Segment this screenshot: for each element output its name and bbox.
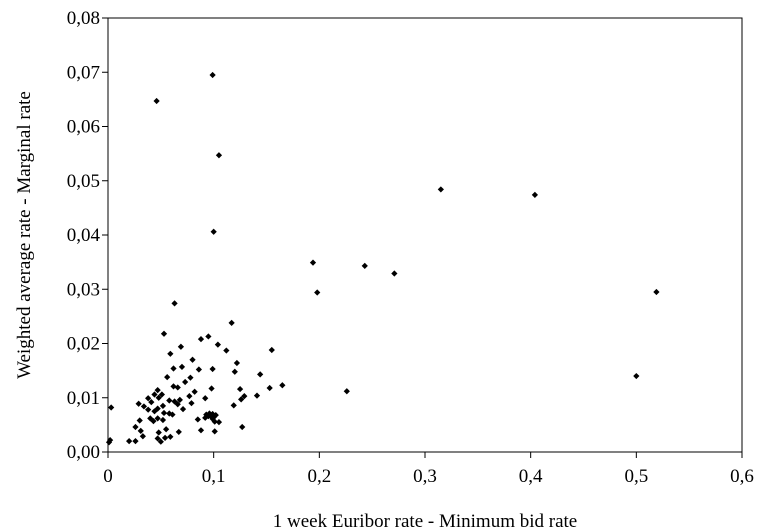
- data-point: [268, 346, 275, 354]
- data-point: [236, 385, 244, 393]
- data-point: [159, 402, 167, 409]
- data-point: [140, 403, 148, 410]
- x-axis-title: 1 week Euribor rate - Minimum bid rate: [273, 511, 577, 532]
- data-point: [214, 341, 222, 348]
- data-point: [178, 363, 186, 370]
- x-tick-label: 0,4: [519, 466, 543, 487]
- data-point: [145, 406, 152, 413]
- axes: [107, 17, 743, 453]
- data-point: [170, 383, 177, 390]
- data-point: [151, 391, 158, 398]
- data-point: [167, 433, 174, 440]
- data-point: [231, 368, 238, 375]
- data-point: [154, 387, 161, 394]
- data-point: [139, 433, 146, 440]
- y-axis-title: Weighted average rate - Marginal rate: [14, 91, 35, 379]
- data-point: [155, 429, 162, 436]
- data-point: [189, 356, 196, 363]
- data-point: [132, 423, 139, 431]
- data-point: [257, 371, 264, 378]
- data-point: [135, 400, 142, 407]
- data-point: [215, 419, 223, 426]
- data-point: [209, 71, 216, 79]
- data-point: [108, 404, 115, 411]
- y-tick-label: 0,05: [67, 171, 100, 192]
- y-tick-label: 0,03: [67, 279, 100, 300]
- data-point: [132, 438, 139, 445]
- data-point: [205, 333, 212, 340]
- data-point: [391, 270, 398, 277]
- data-point: [653, 288, 660, 296]
- data-point: [159, 416, 167, 424]
- data-point: [194, 416, 201, 423]
- data-point: [187, 374, 194, 381]
- y-tick-label: 0,02: [67, 334, 100, 355]
- data-point: [309, 259, 317, 266]
- data-point: [174, 401, 181, 408]
- data-point: [223, 347, 230, 354]
- data-point: [175, 428, 182, 436]
- data-point: [191, 388, 198, 395]
- data-point: [188, 400, 195, 407]
- data-point: [177, 343, 185, 350]
- data-point: [197, 336, 205, 343]
- y-tick-label: 0,08: [67, 8, 100, 29]
- data-point: [166, 397, 173, 404]
- data-point: [136, 417, 143, 424]
- data-point: [202, 395, 209, 402]
- x-axis-ticks: 0 0,1 0,2 0,3 0,4 0,5 0,6: [103, 452, 754, 487]
- data-point: [210, 228, 217, 235]
- data-point: [230, 402, 237, 409]
- y-tick-label: 0,01: [67, 388, 100, 409]
- x-tick-label: 0,6: [730, 466, 754, 487]
- x-tick-label: 0: [103, 466, 113, 487]
- data-point: [137, 427, 144, 434]
- data-point: [437, 186, 444, 193]
- data-point: [197, 427, 205, 434]
- data-point: [253, 392, 261, 399]
- y-tick-label: 0,06: [67, 117, 100, 138]
- data-point: [179, 406, 187, 413]
- data-point: [239, 423, 246, 431]
- data-point: [174, 384, 181, 391]
- x-tick-label: 0,3: [413, 466, 437, 487]
- data-point: [186, 393, 193, 400]
- data-point: [266, 384, 273, 392]
- data-point: [171, 300, 178, 307]
- data-point: [160, 330, 168, 337]
- data-point: [279, 382, 286, 389]
- data-point: [314, 289, 321, 296]
- data-point: [211, 428, 218, 435]
- x-tick-label: 0,5: [624, 466, 648, 487]
- y-tick-label: 0,00: [67, 442, 100, 463]
- y-tick-label: 0,04: [67, 225, 101, 246]
- data-point: [153, 97, 160, 105]
- data-point: [233, 359, 241, 367]
- data-point: [531, 191, 539, 198]
- data-point: [633, 372, 640, 380]
- data-point: [167, 350, 174, 357]
- data-point: [164, 374, 171, 381]
- data-points: [105, 71, 660, 446]
- data-point: [228, 319, 235, 326]
- data-point: [209, 365, 216, 373]
- data-point: [208, 385, 215, 392]
- data-point: [161, 434, 169, 442]
- data-point: [361, 262, 368, 270]
- data-point: [182, 378, 189, 386]
- data-point: [343, 388, 350, 395]
- x-tick-label: 0,2: [307, 466, 331, 487]
- data-point: [215, 152, 223, 159]
- data-point: [195, 366, 202, 373]
- data-point: [163, 426, 170, 433]
- x-tick-label: 0,1: [202, 466, 226, 487]
- data-point: [160, 409, 168, 417]
- plot-frame: [107, 17, 743, 453]
- y-tick-label: 0,07: [67, 62, 100, 83]
- data-point: [126, 438, 133, 445]
- data-point: [170, 365, 177, 372]
- y-axis-ticks: 0,00 0,01 0,02 0,03 0,04 0,05 0,06 0,07 0,08: [67, 8, 108, 463]
